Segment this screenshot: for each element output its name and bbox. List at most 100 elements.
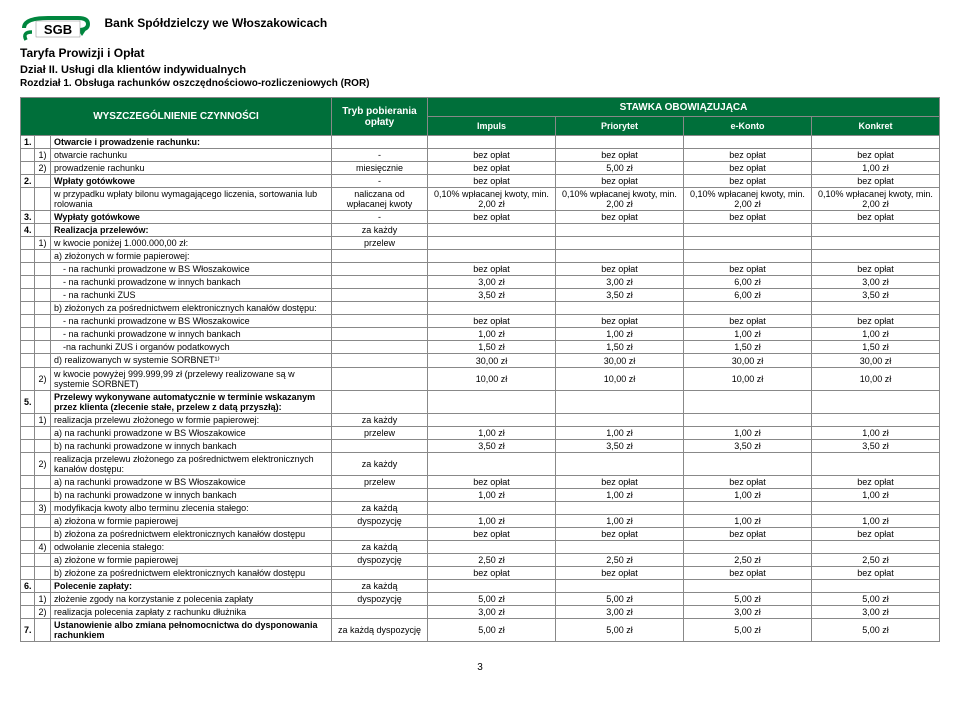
table-row: 1)realizacja przelewu złożonego w formie…	[21, 414, 940, 427]
row-tryb: przelew	[331, 237, 427, 250]
row-value: 0,10% wpłacanej kwoty, min. 2,00 zł	[683, 188, 811, 211]
row-value: bez opłat	[811, 149, 939, 162]
row-value: 3,00 zł	[427, 606, 555, 619]
row-value	[683, 541, 811, 554]
row-value: 1,00 zł	[811, 489, 939, 502]
row-description: a) na rachunki prowadzone w BS Włoszakow…	[51, 427, 332, 440]
row-value: bez opłat	[555, 567, 683, 580]
row-description: odwołanie zlecenia stałego:	[51, 541, 332, 554]
row-value: 2,50 zł	[811, 554, 939, 567]
row-description: b) złożonych za pośrednictwem elektronic…	[51, 302, 332, 315]
row-value: 5,00 zł	[683, 593, 811, 606]
row-value: 1,00 zł	[683, 328, 811, 341]
row-tryb	[331, 440, 427, 453]
row-value: 3,00 zł	[683, 606, 811, 619]
row-tryb	[331, 391, 427, 414]
row-value	[427, 414, 555, 427]
row-value	[555, 391, 683, 414]
row-value	[811, 302, 939, 315]
row-tryb	[331, 368, 427, 391]
row-description: d) realizowanych w systemie SORBNET¹⁾	[51, 354, 332, 368]
row-subnumber	[35, 175, 51, 188]
document-header: SGB Bank Spółdzielczy we Włoszakowicach …	[20, 10, 940, 89]
row-value: bez opłat	[555, 476, 683, 489]
row-number	[21, 606, 35, 619]
row-value: 30,00 zł	[555, 354, 683, 368]
row-value: 5,00 zł	[427, 619, 555, 642]
row-number	[21, 250, 35, 263]
row-tryb: przelew	[331, 476, 427, 489]
row-value	[683, 391, 811, 414]
row-value: 1,00 zł	[427, 515, 555, 528]
row-number	[21, 237, 35, 250]
table-row: a) złożona w formie papierowejdyspozycję…	[21, 515, 940, 528]
col-tryb: Tryb pobierania opłaty	[331, 98, 427, 136]
row-tryb: za każdą	[331, 502, 427, 515]
row-value: bez opłat	[427, 476, 555, 489]
col-ekonto: e-Konto	[683, 117, 811, 136]
row-value	[427, 580, 555, 593]
row-value: 30,00 zł	[811, 354, 939, 368]
table-row: - na rachunki prowadzone w BS Włoszakowi…	[21, 315, 940, 328]
row-description: - na rachunki prowadzone w innych bankac…	[51, 328, 332, 341]
row-value	[427, 541, 555, 554]
row-subnumber	[35, 489, 51, 502]
col-konkret: Konkret	[811, 117, 939, 136]
row-tryb	[331, 528, 427, 541]
table-row: 2)w kwocie powyżej 999.999,99 zł (przele…	[21, 368, 940, 391]
row-number	[21, 341, 35, 354]
table-row: 7.Ustanowienie albo zmiana pełnomocnictw…	[21, 619, 940, 642]
row-value: bez opłat	[683, 476, 811, 489]
table-row: - na rachunki prowadzone w BS Włoszakowi…	[21, 263, 940, 276]
table-row: 4.Realizacja przelewów:za każdy	[21, 224, 940, 237]
table-row: 5.Przelewy wykonywane automatycznie w te…	[21, 391, 940, 414]
row-value	[811, 237, 939, 250]
row-value: bez opłat	[555, 149, 683, 162]
row-value	[683, 302, 811, 315]
row-number	[21, 567, 35, 580]
table-row: 2)prowadzenie rachunkumiesięczniebez opł…	[21, 162, 940, 175]
row-tryb	[331, 315, 427, 328]
row-subnumber	[35, 328, 51, 341]
row-value: 1,00 zł	[427, 427, 555, 440]
row-number	[21, 149, 35, 162]
row-description: w kwocie powyżej 999.999,99 zł (przelewy…	[51, 368, 332, 391]
row-subnumber	[35, 276, 51, 289]
row-subnumber: 2)	[35, 606, 51, 619]
row-value	[811, 250, 939, 263]
row-value: 3,50 zł	[683, 440, 811, 453]
row-value	[555, 302, 683, 315]
row-number	[21, 541, 35, 554]
row-value: bez opłat	[427, 567, 555, 580]
row-value: 3,50 zł	[811, 289, 939, 302]
row-number	[21, 368, 35, 391]
row-subnumber	[35, 391, 51, 414]
row-description: b) złożona za pośrednictwem elektroniczn…	[51, 528, 332, 541]
row-value: 1,00 zł	[427, 489, 555, 502]
row-description: b) złożone za pośrednictwem elektroniczn…	[51, 567, 332, 580]
row-value: 0,10% wpłacanej kwoty, min. 2,00 zł	[427, 188, 555, 211]
row-description: -na rachunki ZUS i organów podatkowych	[51, 341, 332, 354]
row-value	[427, 224, 555, 237]
row-number	[21, 554, 35, 567]
row-number	[21, 354, 35, 368]
row-value	[555, 453, 683, 476]
row-tryb	[331, 250, 427, 263]
row-subnumber	[35, 341, 51, 354]
table-row: w przypadku wpłaty bilonu wymagającego l…	[21, 188, 940, 211]
row-number	[21, 502, 35, 515]
row-tryb: za każdy	[331, 224, 427, 237]
row-description: - na rachunki prowadzone w BS Włoszakowi…	[51, 263, 332, 276]
row-subnumber	[35, 250, 51, 263]
row-value	[555, 414, 683, 427]
row-tryb	[331, 136, 427, 149]
table-row: 4)odwołanie zlecenia stałego:za każdą	[21, 541, 940, 554]
row-value: bez opłat	[683, 211, 811, 224]
row-value: 1,50 zł	[811, 341, 939, 354]
row-value: 6,00 zł	[683, 276, 811, 289]
row-value	[555, 136, 683, 149]
fee-table-body: 1.Otwarcie i prowadzenie rachunku:1)otwa…	[21, 136, 940, 642]
table-row: b) złożone za pośrednictwem elektroniczn…	[21, 567, 940, 580]
row-subnumber	[35, 554, 51, 567]
row-number	[21, 440, 35, 453]
